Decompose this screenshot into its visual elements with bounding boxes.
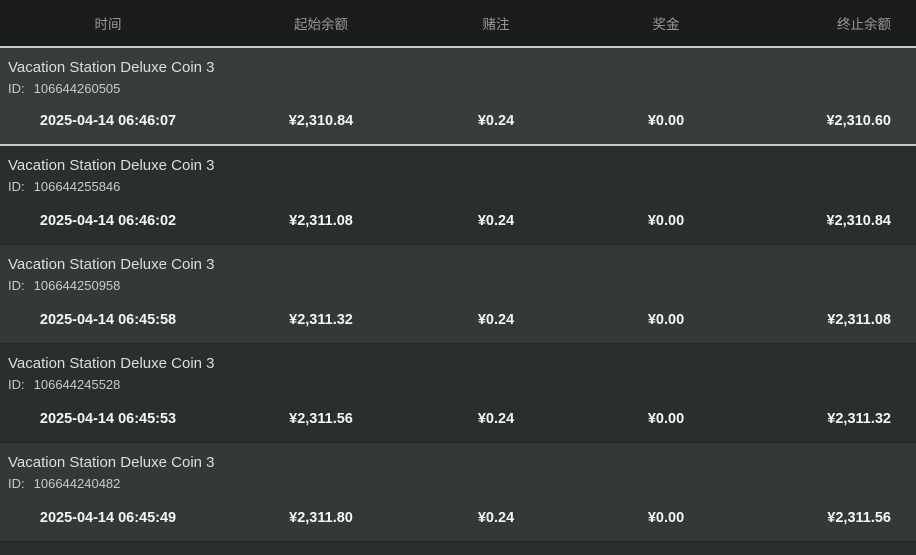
row-values: 2025-04-14 06:45:53 ¥2,311.56 ¥0.24 ¥0.0… bbox=[0, 409, 916, 442]
round-id-line: ID: 106644240482 bbox=[0, 474, 916, 494]
cell-bet: ¥0.24 bbox=[477, 312, 515, 328]
game-name: Vacation Station Deluxe Coin 3 bbox=[8, 157, 215, 174]
history-row-list: Vacation Station Deluxe Coin 3 ID: 106644… bbox=[0, 48, 916, 542]
round-id-value: 106644255846 bbox=[33, 179, 121, 194]
cell-bet: ¥0.24 bbox=[477, 113, 515, 129]
cell-time: 2025-04-14 06:45:49 bbox=[39, 510, 177, 526]
cell-end-balance: ¥2,310.60 bbox=[826, 113, 891, 129]
column-header-prize: 奖金 bbox=[652, 17, 680, 32]
row-values: 2025-04-14 06:45:49 ¥2,311.80 ¥0.24 ¥0.0… bbox=[0, 508, 916, 541]
round-id-line: ID: 106644250958 bbox=[0, 276, 916, 296]
cell-time: 2025-04-14 06:46:02 bbox=[39, 213, 177, 229]
round-id-line: ID: 106644255846 bbox=[0, 177, 916, 197]
cell-start-balance: ¥2,311.56 bbox=[289, 411, 353, 427]
round-id-line: ID: 106644260505 bbox=[0, 79, 916, 99]
history-row: Vacation Station Deluxe Coin 3 ID: 106644… bbox=[0, 344, 916, 443]
column-header-time: 时间 bbox=[94, 17, 122, 32]
cell-prize: ¥0.00 bbox=[647, 213, 685, 229]
round-id-value: 106644240482 bbox=[33, 476, 121, 491]
round-id-value: 106644245528 bbox=[33, 377, 121, 392]
column-header-end-balance: 终止余额 bbox=[837, 17, 891, 32]
cell-prize: ¥0.00 bbox=[647, 113, 685, 129]
game-name: Vacation Station Deluxe Coin 3 bbox=[8, 454, 215, 471]
history-row: Vacation Station Deluxe Coin 3 ID: 106644… bbox=[0, 48, 916, 146]
cell-end-balance: ¥2,311.32 bbox=[827, 411, 891, 427]
round-id-label: ID: bbox=[8, 179, 25, 194]
round-id-label: ID: bbox=[8, 476, 25, 491]
history-row: Vacation Station Deluxe Coin 3 ID: 106644… bbox=[0, 245, 916, 344]
column-header-bet: 赌注 bbox=[482, 17, 510, 32]
cell-end-balance: ¥2,310.84 bbox=[826, 213, 891, 229]
cell-end-balance: ¥2,311.08 bbox=[827, 312, 891, 328]
cell-time: 2025-04-14 06:45:58 bbox=[39, 312, 177, 328]
row-values: 2025-04-14 06:45:58 ¥2,311.32 ¥0.24 ¥0.0… bbox=[0, 310, 916, 343]
row-values: 2025-04-14 06:46:02 ¥2,311.08 ¥0.24 ¥0.0… bbox=[0, 211, 916, 244]
history-row: Vacation Station Deluxe Coin 3 ID: 106644… bbox=[0, 443, 916, 542]
cell-prize: ¥0.00 bbox=[647, 510, 685, 526]
round-id-label: ID: bbox=[8, 81, 25, 96]
cell-bet: ¥0.24 bbox=[477, 510, 515, 526]
cell-start-balance: ¥2,310.84 bbox=[288, 113, 354, 129]
cell-time: 2025-04-14 06:46:07 bbox=[39, 113, 177, 129]
cell-prize: ¥0.00 bbox=[647, 411, 685, 427]
row-values: 2025-04-14 06:46:07 ¥2,310.84 ¥0.24 ¥0.0… bbox=[0, 111, 916, 144]
game-name: Vacation Station Deluxe Coin 3 bbox=[8, 355, 215, 372]
round-id-value: 106644260505 bbox=[33, 81, 121, 96]
cell-bet: ¥0.24 bbox=[477, 411, 515, 427]
cell-prize: ¥0.00 bbox=[647, 312, 685, 328]
cell-start-balance: ¥2,311.32 bbox=[289, 312, 353, 328]
cell-bet: ¥0.24 bbox=[477, 213, 515, 229]
cell-end-balance: ¥2,311.56 bbox=[827, 510, 891, 526]
round-id-label: ID: bbox=[8, 377, 25, 392]
round-id-line: ID: 106644245528 bbox=[0, 375, 916, 395]
cell-start-balance: ¥2,311.08 bbox=[289, 213, 353, 229]
next-row-partial bbox=[0, 542, 916, 555]
cell-start-balance: ¥2,311.80 bbox=[289, 510, 353, 526]
table-header: 时间 起始余额 赌注 奖金 终止余额 bbox=[0, 0, 916, 48]
game-name: Vacation Station Deluxe Coin 3 bbox=[8, 256, 215, 273]
round-id-value: 106644250958 bbox=[33, 278, 121, 293]
game-name: Vacation Station Deluxe Coin 3 bbox=[8, 59, 215, 76]
history-row: Vacation Station Deluxe Coin 3 ID: 106644… bbox=[0, 146, 916, 245]
cell-time: 2025-04-14 06:45:53 bbox=[39, 411, 177, 427]
round-id-label: ID: bbox=[8, 278, 25, 293]
column-header-start-balance: 起始余额 bbox=[294, 17, 348, 32]
